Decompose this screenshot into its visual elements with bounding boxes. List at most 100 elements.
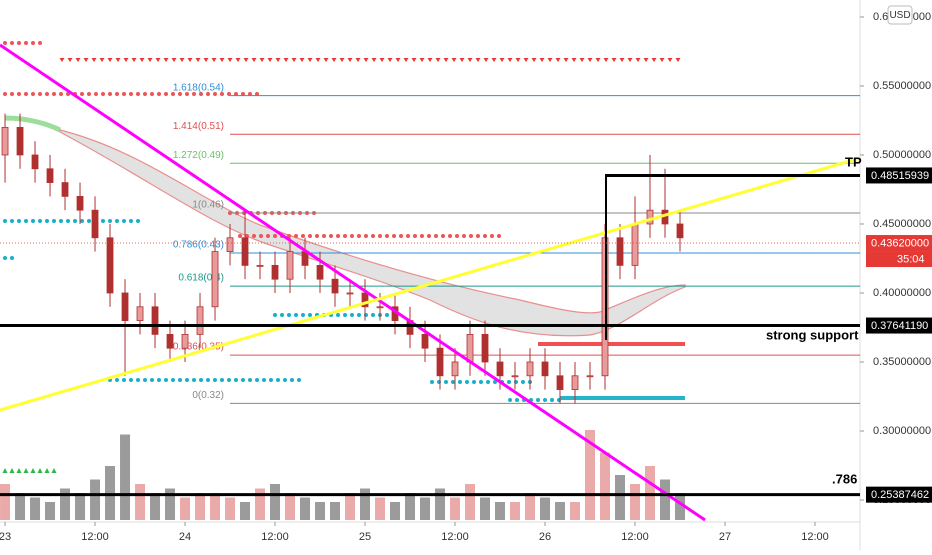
indicator-triangle: [59, 58, 65, 62]
indicator-dot: [343, 313, 347, 317]
indicator-triangle: [291, 58, 297, 62]
candle-body: [571, 375, 579, 390]
volume-bar: [300, 497, 311, 520]
volume-bar: [360, 488, 371, 520]
indicator-dot: [164, 92, 168, 96]
indicator-dot: [385, 313, 389, 317]
indicator-dot: [38, 92, 42, 96]
indicator-dot: [441, 234, 445, 238]
indicator-dot: [336, 234, 340, 238]
indicator-dot: [136, 219, 140, 223]
volume-bar: [375, 497, 386, 520]
indicator-triangle: [259, 58, 265, 62]
x-tick-label: 12:00: [801, 531, 829, 543]
indicator-dot: [490, 234, 494, 238]
volume-bar: [150, 493, 161, 520]
indicator-dot: [171, 92, 175, 96]
indicator-dot: [550, 398, 554, 402]
volume-bar: [0, 484, 11, 520]
indicator-triangle: [227, 58, 233, 62]
candle-body: [61, 182, 69, 197]
indicator-dot: [430, 380, 434, 384]
indicator-dot: [297, 378, 301, 382]
indicator-triangle: [339, 58, 345, 62]
indicator-triangle: [523, 58, 529, 62]
indicator-dot: [336, 313, 340, 317]
indicator-dot: [150, 92, 154, 96]
candle-body: [106, 237, 114, 294]
candle-body: [76, 195, 84, 211]
candle-body: [31, 154, 39, 170]
indicator-dot: [301, 313, 305, 317]
indicator-dot: [17, 219, 21, 223]
volume-bar: [660, 479, 671, 520]
indicator-triangle: [219, 58, 225, 62]
indicator-triangle: [587, 58, 593, 62]
indicator-dot: [543, 398, 547, 402]
y-tick-label: 0.55000000: [873, 80, 931, 92]
candle-body: [331, 278, 339, 294]
candle-body: [136, 306, 144, 321]
indicator-dot: [171, 378, 175, 382]
indicator-dot: [213, 378, 217, 382]
indicator-dot: [122, 378, 126, 382]
indicator-dot: [521, 380, 525, 384]
candle-body: [151, 306, 159, 335]
indicator-dot: [283, 378, 287, 382]
candle-body: [541, 361, 549, 377]
volume-bar: [540, 497, 551, 520]
indicator-triangle: [651, 58, 657, 62]
volume-bar: [675, 493, 686, 520]
indicator-triangle: [499, 58, 505, 62]
volume-bar: [405, 493, 416, 520]
indicator-dot: [294, 234, 298, 238]
indicator-dot: [413, 234, 417, 238]
indicator-dot: [451, 380, 455, 384]
indicator-dot: [234, 378, 238, 382]
indicator-triangle: [619, 58, 625, 62]
indicator-dot: [178, 378, 182, 382]
annotation: strong support: [766, 327, 859, 342]
indicator-dot: [45, 92, 49, 96]
indicator-dot: [287, 234, 291, 238]
volume-bar: [255, 488, 266, 520]
candle-body: [346, 292, 354, 295]
indicator-dot: [273, 313, 277, 317]
indicator-dot: [497, 234, 501, 238]
indicator-dot: [234, 92, 238, 96]
indicator-dot: [17, 92, 21, 96]
indicator-dot: [406, 234, 410, 238]
indicator-dot: [241, 378, 245, 382]
indicator-dot: [31, 219, 35, 223]
indicator-dot: [115, 92, 119, 96]
indicator-dot: [357, 313, 361, 317]
candle-body: [16, 126, 24, 156]
indicator-dot: [59, 219, 63, 223]
indicator-dot: [157, 378, 161, 382]
candle-body: [466, 333, 474, 363]
fib-label: 1.414(0.51): [173, 121, 224, 132]
indicator-triangle: [2, 468, 8, 473]
indicator-dot: [192, 92, 196, 96]
indicator-triangle: [67, 58, 73, 62]
drawings: TP strong support .786: [0, 43, 862, 522]
ema-cloud: [59, 129, 686, 337]
indicator-dot: [136, 378, 140, 382]
indicator-triangle: [675, 58, 681, 62]
indicator-dot: [87, 219, 91, 223]
indicator-triangle: [163, 58, 169, 62]
candle-body: [421, 333, 429, 349]
indicator-dot: [308, 234, 312, 238]
volume-bar: [225, 497, 236, 520]
fib-label: 0.618(0.4): [178, 273, 224, 284]
candle-body: [1, 126, 9, 156]
indicator-dot: [3, 219, 7, 223]
indicator-dot: [493, 380, 497, 384]
candle-body: [361, 292, 369, 308]
indicator-dot: [378, 234, 382, 238]
candle-body: [181, 333, 189, 349]
fib-label: 1.272(0.49): [173, 150, 224, 161]
indicator-triangle: [475, 58, 481, 62]
indicator-dot: [483, 234, 487, 238]
